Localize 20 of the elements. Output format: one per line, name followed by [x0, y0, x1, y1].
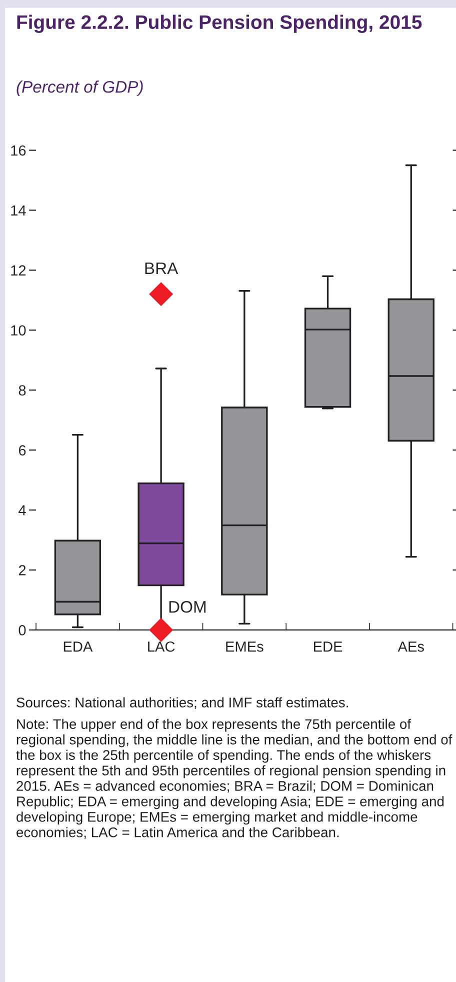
x-tick-label: LAC — [148, 641, 175, 652]
chart-subtitle: (Percent of GDP) — [16, 80, 143, 96]
x-tick-label: EDE — [314, 642, 342, 652]
annotation: BRA — [145, 262, 178, 274]
y-tick-label: 6 — [18, 445, 26, 456]
annotation: DOM — [169, 600, 206, 613]
chart-title: Figure 2.2.2. Public Pension Spending, 2015 — [17, 14, 422, 33]
x-tick-label: EDA — [64, 642, 93, 652]
y-tick-label: 8 — [18, 385, 26, 396]
text: Note: The upper end of the box represents the 75th percentile of regional spending, the middle line is the median, and the bottom end of the box is the 25th percentile of spending. The ends of the whiskers represent the 5th and 95th percentiles of regional pension spending in 2015. AEs = advanced economies; BRA = Brazil; DOM = Dominican Republic; EDA = emerging and developing Asia; EDE = emerging and developing Europe; EMEs = emerging market and middle-income economies; LAC = Latin America and the Caribbean. — [16, 718, 452, 839]
y-tick-label: 16 — [11, 145, 26, 156]
source-note: Sources: National authorities; and IMF staff estimates. — [16, 697, 348, 710]
x-tick-label: AEs — [398, 642, 424, 652]
y-tick-label: 4 — [18, 505, 26, 516]
y-tick-label: 10 — [11, 325, 26, 336]
y-tick-label: 12 — [11, 265, 26, 276]
y-tick-label: 0 — [18, 625, 26, 636]
x-tick-label: EMEs — [226, 642, 264, 652]
y-tick-label: 14 — [11, 205, 26, 216]
y-tick-label: 2 — [18, 565, 26, 576]
